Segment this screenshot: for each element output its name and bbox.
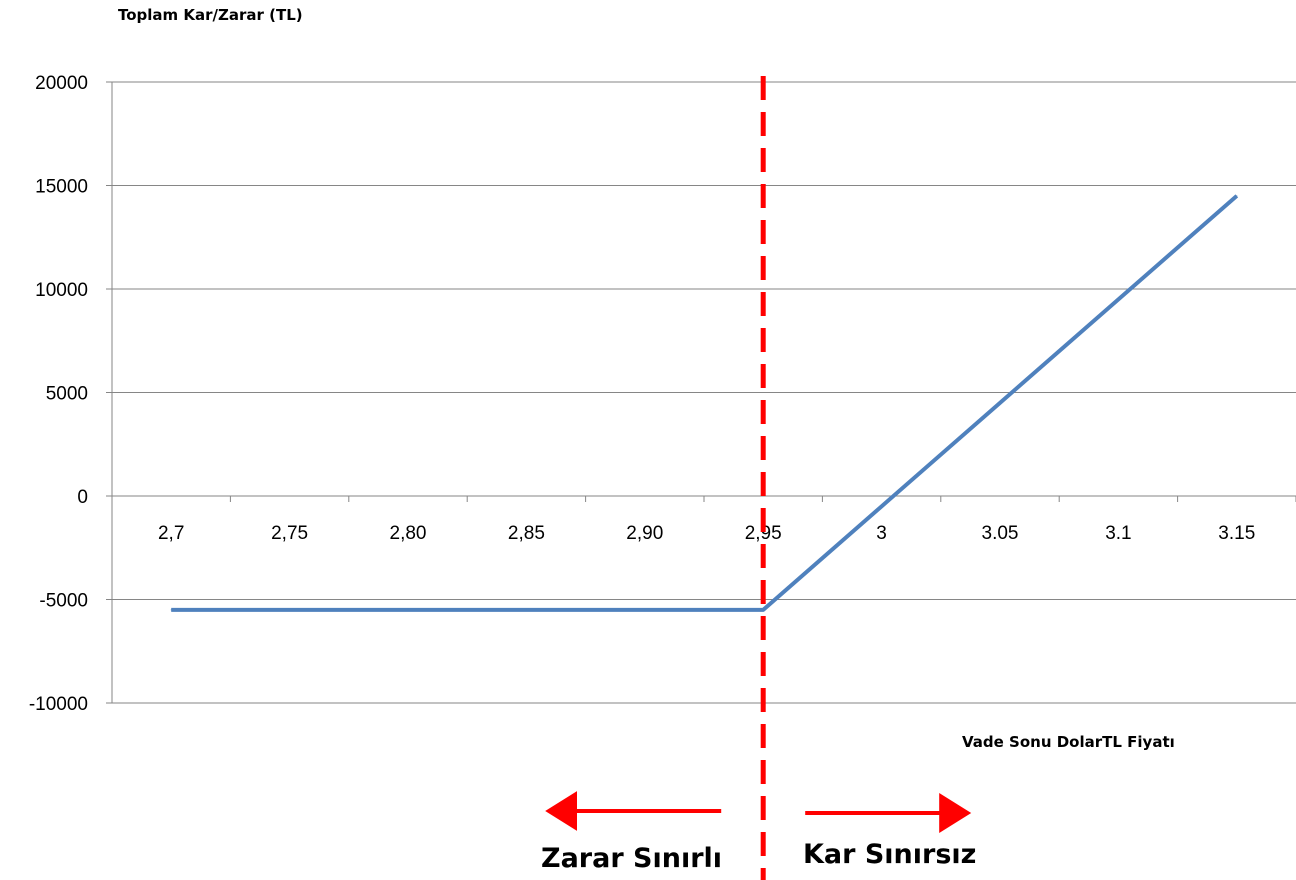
annotations-layer: [545, 76, 972, 880]
data-point: [999, 402, 1001, 404]
data-point: [1117, 298, 1119, 300]
data-point: [289, 609, 291, 611]
y-tick-label: 20000: [35, 73, 88, 94]
x-tick-label: 2,90: [626, 523, 663, 544]
data-point: [762, 609, 764, 611]
data-point: [170, 609, 172, 611]
x-tick-label: 2,85: [508, 523, 545, 544]
series-layer: [170, 194, 1239, 612]
series-line: [171, 194, 1239, 612]
y-tick-label: 15000: [35, 177, 88, 198]
y-tick-label: -10000: [29, 694, 88, 715]
loss-zone-label: Zarar Sınırlı: [541, 843, 723, 874]
x-tick-labels: 2,7 2,75 2,80 2,85 2,90 2,95 3 3.05 3.1 3.15: [158, 523, 1255, 544]
x-tick-label: 2,95: [745, 523, 782, 544]
x-tick-label: 2,80: [390, 523, 427, 544]
data-point: [407, 609, 409, 611]
x-axis-title: Vade Sonu DolarTL Fiyatı: [962, 733, 1175, 751]
x-tick-label: 2,7: [158, 523, 184, 544]
data-point: [525, 609, 527, 611]
data-point: [881, 505, 883, 507]
y-tick-label: 10000: [35, 280, 88, 301]
x-tick-label: 3.1: [1105, 523, 1131, 544]
y-tick-label: 0: [77, 487, 88, 508]
data-point: [644, 609, 646, 611]
x-tick-label: 3.15: [1218, 523, 1255, 544]
y-tick-labels: 20000 15000 10000 5000 0 -5000 -10000: [29, 73, 88, 715]
x-tick-label: 3: [876, 523, 887, 544]
x-tick-label: 3.05: [982, 523, 1019, 544]
profit-zone-label: Kar Sınırsız: [803, 839, 977, 870]
x-tick-label: 2,75: [271, 523, 308, 544]
y-axis-title: Toplam Kar/Zarar (TL): [118, 6, 303, 24]
data-point: [1236, 195, 1238, 197]
axes: [106, 81, 1296, 704]
y-tick-label: -5000: [39, 591, 88, 612]
y-tick-label: 5000: [46, 384, 88, 405]
